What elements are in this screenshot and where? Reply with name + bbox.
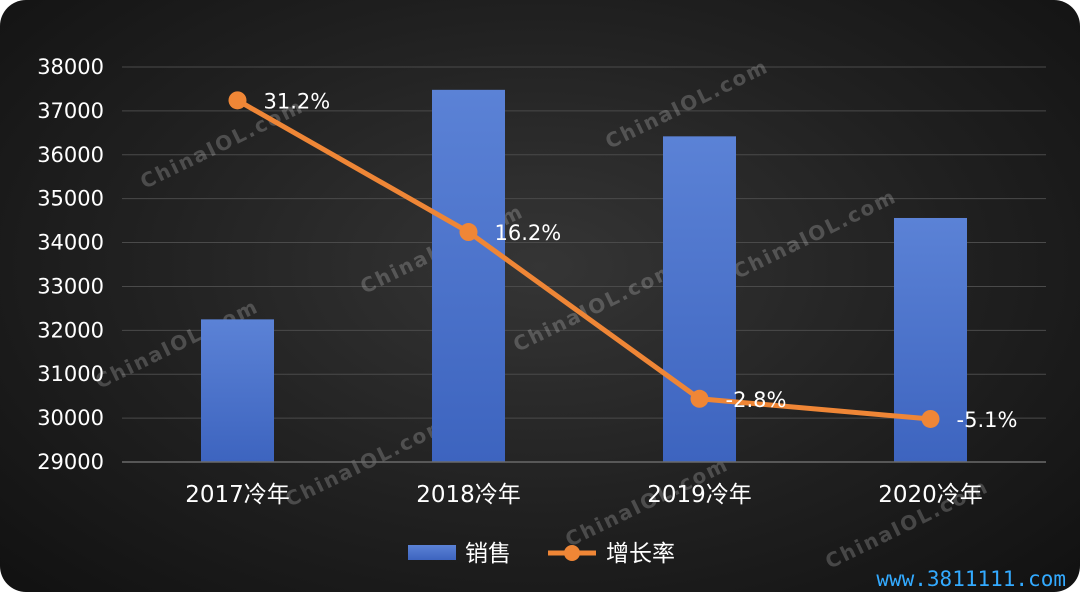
- y-tick-label: 35000: [37, 187, 104, 211]
- growth-data-label: -5.1%: [957, 408, 1018, 432]
- legend: 销售 增长率: [408, 541, 675, 567]
- growth-data-label: -2.8%: [726, 388, 787, 412]
- y-axis-ticks: 29000 30000 31000 32000 33000 34000 35000 36000…: [37, 55, 104, 474]
- gridlines: [122, 66, 1046, 419]
- y-tick-label: 31000: [37, 362, 104, 386]
- legend-swatch-growth-marker: [564, 545, 580, 561]
- y-tick-label: 36000: [37, 143, 104, 167]
- x-category-label: 2017冷年: [185, 482, 290, 508]
- legend-label-growth: 增长率: [606, 541, 675, 567]
- y-tick-label: 29000: [37, 450, 104, 474]
- growth-data-label: 31.2%: [264, 89, 331, 113]
- x-category-label: 2020冷年: [878, 482, 983, 508]
- y-tick-label: 32000: [37, 318, 104, 342]
- sales-bar: [432, 89, 505, 463]
- x-category-label: 2019冷年: [647, 482, 752, 508]
- growth-point: [228, 91, 247, 110]
- y-tick-label: 38000: [37, 55, 104, 79]
- y-tick-label: 30000: [37, 406, 104, 430]
- legend-label-sales: 销售: [465, 541, 511, 567]
- growth-line: 31.2% 16.2% -2.8% -5.1%: [228, 89, 1018, 432]
- sales-bar: [201, 319, 274, 462]
- watermark-text: ChinaIOL.com: [509, 257, 680, 357]
- growth-point: [921, 409, 940, 428]
- site-url: www.3811111.com: [876, 567, 1066, 591]
- growth-data-label: 16.2%: [495, 221, 562, 245]
- sales-bar: [663, 136, 736, 462]
- y-tick-label: 37000: [37, 99, 104, 123]
- x-category-label: 2018冷年: [416, 482, 521, 508]
- growth-line-path: [236, 98, 931, 422]
- legend-swatch-sales: [408, 545, 456, 560]
- growth-point: [459, 223, 478, 242]
- y-tick-label: 33000: [37, 274, 104, 298]
- x-axis-categories: 2017冷年 2018冷年 2019冷年 2020冷年: [185, 482, 983, 508]
- growth-point: [690, 389, 709, 408]
- y-tick-label: 34000: [37, 231, 104, 255]
